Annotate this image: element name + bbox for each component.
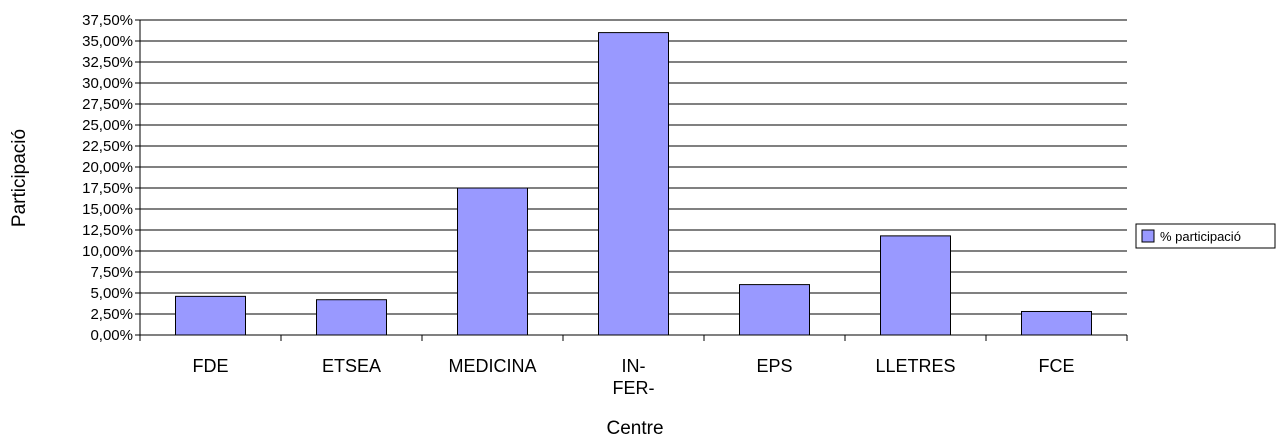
bars [175,32,1092,336]
legend: % participació [1135,223,1276,249]
bar-infer [598,32,669,336]
bar-medicina [457,187,528,336]
y-tick-label: 30,00% [82,75,133,92]
y-tick-label: 27,50% [82,96,133,113]
x-axis-categories: FDE ETSEA MEDICINA IN-FER- EPS LLETRES FCE [193,356,1075,398]
y-tick-label: 37,50% [82,12,133,29]
y-tick-label: 32,50% [82,54,133,71]
bar-lletres [880,235,951,336]
y-tick-label: 20,00% [82,159,133,176]
bar-fce [1021,310,1092,336]
x-category-label: ETSEA [322,356,381,376]
y-axis-title: Participació [9,129,30,227]
bar-etsea [316,299,387,336]
x-category-label: EPS [756,356,792,376]
legend-label: % participació [1160,229,1241,244]
y-tick-label: 35,00% [82,33,133,50]
y-tick-label: 15,00% [82,201,133,218]
x-category-label: FCE [1039,356,1075,376]
x-category-label: FDE [193,356,229,376]
bar-eps [739,284,810,336]
x-category-label: IN- [622,356,646,376]
y-tick-label: 2,50% [90,306,133,323]
legend-box [1135,223,1276,249]
y-tick-label: 12,50% [82,222,133,239]
y-tick-label: 17,50% [82,180,133,197]
x-category-label: FER- [613,378,655,398]
legend-swatch [1141,229,1155,243]
y-tick-label: 7,50% [90,264,133,281]
x-axis-title: Centre [606,418,663,439]
y-axis-ticks: 0,00% 2,50% 5,00% 7,50% 10,00% 12,50% 15,00% 17… [82,12,140,344]
x-category-label: MEDICINA [448,356,536,376]
y-tick-label: 10,00% [82,243,133,260]
y-tick-label: 5,00% [90,285,133,302]
bar-fde [175,295,246,336]
x-category-label: LLETRES [875,356,955,376]
y-tick-label: 0,00% [90,327,133,344]
y-tick-label: 25,00% [82,117,133,134]
y-tick-label: 22,50% [82,138,133,155]
x-axis [139,20,1128,341]
